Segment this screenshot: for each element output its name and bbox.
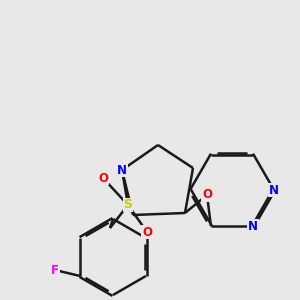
Text: S: S bbox=[124, 199, 133, 212]
Text: N: N bbox=[269, 184, 279, 196]
Text: O: O bbox=[98, 172, 108, 184]
Text: N: N bbox=[117, 164, 127, 176]
Text: N: N bbox=[248, 220, 258, 233]
Text: F: F bbox=[51, 263, 59, 277]
Text: O: O bbox=[142, 226, 152, 238]
Text: O: O bbox=[202, 188, 212, 202]
